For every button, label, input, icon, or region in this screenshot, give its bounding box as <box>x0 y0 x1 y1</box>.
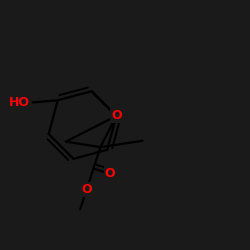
Text: O: O <box>105 168 116 180</box>
Text: HO: HO <box>9 96 30 109</box>
Text: O: O <box>111 110 122 122</box>
Text: O: O <box>81 184 92 196</box>
